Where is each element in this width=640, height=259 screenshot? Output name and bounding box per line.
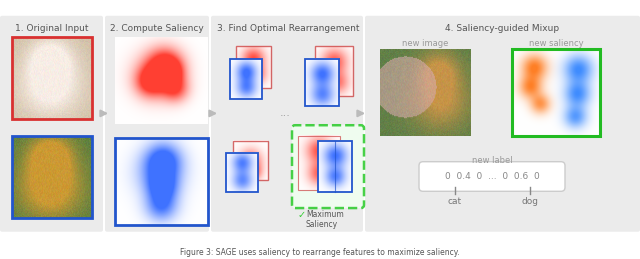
- Bar: [236, 46, 271, 88]
- Bar: [305, 59, 339, 106]
- Bar: [115, 138, 208, 225]
- Text: 3. Find Optimal Rearrangement: 3. Find Optimal Rearrangement: [217, 24, 359, 33]
- Text: 4. Saliency-guided Mixup: 4. Saliency-guided Mixup: [445, 24, 559, 33]
- Text: ...: ...: [280, 109, 291, 118]
- FancyBboxPatch shape: [292, 125, 364, 208]
- Text: new saliency: new saliency: [529, 39, 583, 48]
- Bar: [298, 136, 340, 190]
- Text: 1. Original Input: 1. Original Input: [15, 24, 89, 33]
- Bar: [226, 153, 258, 192]
- Bar: [512, 49, 600, 136]
- Text: 0  0.4  0  ...  0  0.6  0: 0 0.4 0 ... 0 0.6 0: [445, 172, 540, 181]
- Bar: [12, 136, 92, 218]
- FancyBboxPatch shape: [419, 162, 565, 191]
- FancyBboxPatch shape: [365, 16, 640, 232]
- Text: 2. Compute Saliency: 2. Compute Saliency: [110, 24, 204, 33]
- Bar: [12, 38, 92, 119]
- Bar: [230, 59, 262, 99]
- FancyBboxPatch shape: [211, 16, 363, 232]
- Text: new label: new label: [472, 156, 512, 165]
- FancyBboxPatch shape: [0, 16, 103, 232]
- FancyBboxPatch shape: [105, 16, 209, 232]
- Text: new image: new image: [402, 39, 448, 48]
- Bar: [315, 46, 353, 96]
- Text: cat: cat: [448, 197, 462, 206]
- Text: ✓: ✓: [298, 210, 306, 220]
- Text: dog: dog: [522, 197, 538, 206]
- Bar: [318, 141, 352, 192]
- Bar: [233, 141, 268, 181]
- Text: Maximum
Saliency: Maximum Saliency: [306, 210, 344, 229]
- Text: Figure 3: SAGE uses saliency to rearrange features to maximize saliency.: Figure 3: SAGE uses saliency to rearrang…: [180, 248, 460, 257]
